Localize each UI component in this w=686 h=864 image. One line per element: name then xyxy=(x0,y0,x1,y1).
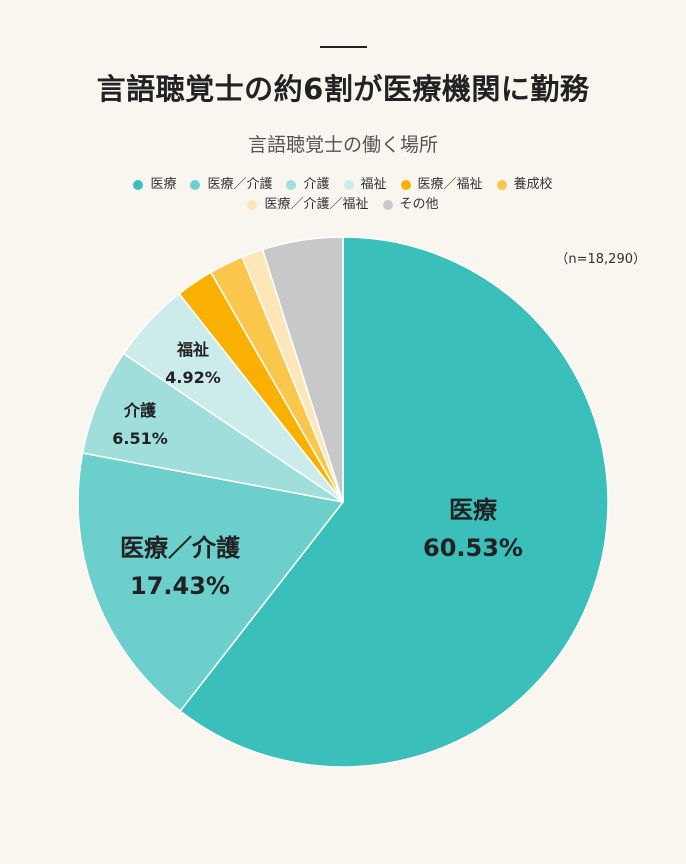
slice-label-fukushi: 福祉 4.92% xyxy=(165,336,221,392)
slice-label-name: 医療／介護 xyxy=(120,534,240,562)
legend-item-sonota: その他 xyxy=(382,196,439,214)
legend-swatch-icon xyxy=(247,200,258,210)
chart-legend: 医療 医療／介護 介護 福祉 医療／福祉 養成校 医療／介護／福祉 その他 xyxy=(60,176,626,214)
sample-size-note: （n=18,290） xyxy=(555,252,646,267)
legend-swatch-icon xyxy=(190,180,201,190)
chart-title: 言語聴覚士の約6割が医療機関に勤務 xyxy=(96,72,590,106)
legend-label: 医療／福祉 xyxy=(417,177,483,192)
legend-label: 介護 xyxy=(303,177,330,192)
legend-label: 医療／介護 xyxy=(207,177,273,192)
title-decoration-rule xyxy=(320,46,367,48)
legend-label: 養成校 xyxy=(513,177,553,192)
legend-item-iryo-kaigo-fukushi: 医療／介護／福祉 xyxy=(247,196,369,214)
slice-label-kaigo: 介護 6.51% xyxy=(112,397,168,453)
slice-label-value: 17.43% xyxy=(130,572,230,600)
legend-label: 医療 xyxy=(150,177,177,192)
legend-label: 福祉 xyxy=(360,177,387,192)
slice-label-iryo-kaigo: 医療／介護 17.43% xyxy=(120,529,240,605)
legend-swatch-icon xyxy=(133,180,144,190)
pie-slice xyxy=(261,236,344,503)
legend-item-fukushi: 福祉 xyxy=(343,176,387,194)
legend-swatch-icon xyxy=(382,200,393,210)
slice-label-name: 福祉 xyxy=(176,340,210,359)
chart-subtitle: 言語聴覚士の働く場所 xyxy=(247,134,438,156)
slice-label-name: 医療 xyxy=(449,496,497,524)
slice-label-value: 6.51% xyxy=(112,429,168,448)
slice-label-name: 介護 xyxy=(123,401,157,420)
legend-swatch-icon xyxy=(400,180,411,190)
legend-item-kaigo: 介護 xyxy=(286,176,330,194)
pie-slice xyxy=(77,452,344,712)
legend-swatch-icon xyxy=(496,180,507,190)
legend-item-yoseiko: 養成校 xyxy=(496,176,553,194)
legend-swatch-icon xyxy=(343,180,354,190)
legend-item-iryo-fukushi: 医療／福祉 xyxy=(400,176,483,194)
legend-swatch-icon xyxy=(286,180,297,190)
slice-label-value: 60.53% xyxy=(423,534,523,562)
pie-slice xyxy=(179,236,609,768)
legend-label: 医療／介護／福祉 xyxy=(264,197,369,212)
legend-item-iryo-kaigo: 医療／介護 xyxy=(190,176,272,194)
slice-label-value: 4.92% xyxy=(165,368,221,387)
slice-label-iryo: 医療 60.53% xyxy=(423,491,523,567)
legend-item-iryo: 医療 xyxy=(133,176,176,194)
legend-label: その他 xyxy=(399,197,439,212)
